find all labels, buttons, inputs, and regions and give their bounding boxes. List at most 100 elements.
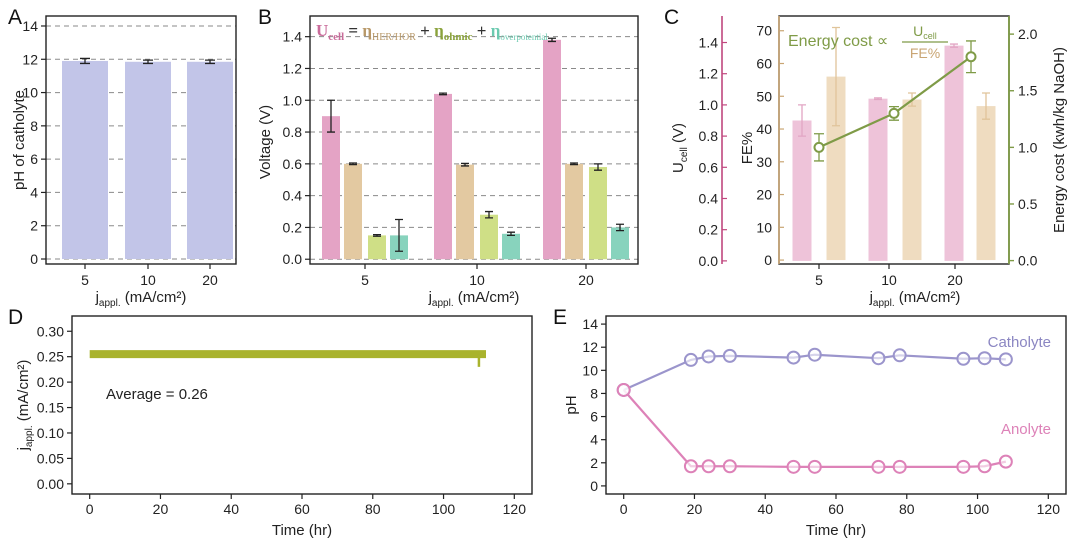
panel-c-error-bar [798,104,806,137]
panel-b-y-tick-label: 0.6 [283,156,303,172]
panel-e-point-catholyte [998,352,1013,367]
panel-c-x-ticks: 5 10 20 [815,264,963,288]
panel-c-label: C [664,6,679,29]
panel-e-x-tick-label: 100 [966,501,990,517]
panel-b-bars [322,37,629,260]
panel-c-bar-fe-20 [976,106,996,261]
panel-e-point-anolyte [701,459,716,474]
panel-e-x-tick-label: 20 [687,501,703,517]
panel-d-y-tick-label: 0.10 [37,425,64,441]
panel-e-line-anolyte [622,389,1007,468]
panel-b-bar-U_cell-20 [543,39,561,260]
panel-b-error-bar [439,92,447,96]
panel-c-annotation-numerator: Ucell [913,23,937,41]
panel-b-x-tick-label: 5 [361,272,369,288]
panel-b-x-tick-label: 20 [578,272,594,288]
panel-b-y-tick-label: 0.0 [283,251,303,267]
panel-c-energy-line [813,40,977,162]
panel-b-legend: Ucell = ηHER/HOR + ηohmic + ηoverpotenti… [316,21,548,43]
panel-a-y-tick-label: 10 [22,85,38,101]
panel-e-point-catholyte [892,348,907,363]
panel-c-error-bar [950,43,958,48]
panel-a-y-tick-label: 0 [30,251,38,267]
panel-e-point-anolyte [977,459,992,474]
panel-d-x-tick-label: 0 [86,501,94,517]
panel-d-x-ticks: 0 20 40 60 80 100 120 [86,494,526,517]
panel-e-x-tick-label: 80 [899,501,915,517]
panel-e-y-tick-label: 6 [590,409,598,425]
panel-b-error-bar [485,210,493,219]
panel-e-x-tick-label: 60 [828,501,844,517]
panel-d-y-tick-label: 0.25 [37,349,64,365]
panel-e-y-tick-label: 8 [590,385,598,401]
panel-c-ucell-tick-label: 0.2 [699,222,719,238]
panel-c-energy-tick-label: 2.0 [1018,26,1038,42]
panel-b-error-bar [395,218,403,252]
panel-e-point-catholyte [871,351,886,366]
panel-e-y-tick-label: 0 [590,478,598,494]
panel-e-y-ticks: 0 2 4 6 8 10 12 14 [582,316,606,494]
panel-d-average-annotation: Average = 0.26 [106,386,208,403]
panel-a-error-bar [143,59,153,65]
panel-b-x-tick-label: 10 [469,272,485,288]
panel-c-ucell-tick-label: 0.8 [699,128,719,144]
panel-e-x-tick-label: 40 [757,501,773,517]
panel-b-y-label: Voltage (V) [257,105,274,179]
panel-e-point-anolyte [892,459,907,474]
panel-c-fe-tick-label: 0 [764,252,772,268]
panel-c-ucell-label: Ucell (V) [670,123,690,173]
panel-b-bar-η_HER/HOR-10 [456,164,474,260]
panel-b-y-tick-label: 0.2 [283,219,303,235]
panel-b-bar-U_cell-5 [322,116,340,260]
panel-a-x-tick-label: 20 [202,272,218,288]
panel-d-x-tick-label: 100 [432,501,456,517]
panel-c-ucell-tick-label: 0.4 [699,190,719,206]
panel-a-y-tick-label: 4 [30,184,38,200]
panel-a-y-tick-label: 6 [30,151,38,167]
panel-e-point-catholyte [956,351,971,366]
panel-d-y-tick-label: 0.30 [37,323,64,339]
panel-c-energy-tick-label: 1.0 [1018,139,1038,155]
panel-b-error-bar [461,162,469,167]
panel-c-annotation-denominator: FE% [910,45,940,61]
panel-a-y-ticks: 0 2 4 6 8 10 12 14 [22,18,46,267]
panel-e-point-catholyte [786,350,801,365]
panel-c-ucell-tick-label: 1.4 [699,35,719,51]
panel-d-x-label: Time (hr) [272,522,332,539]
panel-b-bar-η_overpotential-20 [611,227,629,260]
panel-a-y-tick-label: 8 [30,118,38,134]
panel-e-point-catholyte [701,349,716,364]
panel-e-point-catholyte [807,347,822,362]
panel-b: B 0.0 0.2 0.4 0.6 0.8 1.0 1.2 1.4 5 10 20 Voltage… [257,6,639,309]
panel-a-x-tick-label: 10 [140,272,156,288]
panel-d-y-tick-label: 0.20 [37,374,64,390]
panel-c-error-bar [982,92,990,120]
panel-b-bar-η_HER/HOR-5 [344,163,362,260]
panel-b-x-label: jappl. (mA/cm²) [428,289,520,309]
panel-e-point-anolyte [807,459,822,474]
panel-e-label: E [553,306,567,329]
panel-c-fe-tick-label: 40 [756,121,772,137]
panel-b-y-tick-label: 0.8 [283,124,303,140]
panel-e-point-catholyte [977,351,992,366]
panel-e-point-anolyte [616,382,631,397]
panel-b-error-bar [507,231,515,237]
panel-c-ucell-tick-label: 1.0 [699,97,719,113]
panel-d-label: D [8,306,23,329]
panel-c-fe-tick-label: 30 [756,154,772,170]
panel-c-ucell-tick-label: 0.0 [699,253,719,269]
panel-c-energy-point [813,141,825,153]
panel-e-point-catholyte [683,352,698,367]
panel-c-x-label: jappl. (mA/cm²) [869,289,961,309]
panel-c-error-bar [832,26,840,127]
panel-e-point-anolyte [998,454,1013,469]
panel-c-fe-tick-label: 20 [756,187,772,203]
panel-c-energy-tick-label: 0.0 [1018,253,1038,269]
panel-e-x-ticks: 0 20 40 60 80 100 120 [620,494,1060,517]
panel-c-ucell-tick-label: 1.2 [699,66,719,82]
panel-c-bars [792,26,996,261]
panel-c-bar-fe-5 [826,76,846,261]
panel-b-error-bar [327,99,335,133]
